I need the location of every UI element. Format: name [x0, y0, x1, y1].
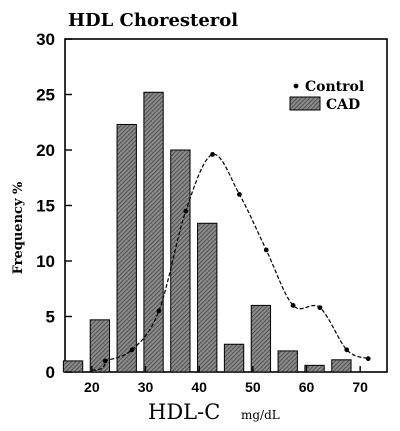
y-tick-label: 25 [36, 86, 55, 105]
x-tick-label: 20 [84, 379, 100, 395]
cad-bar [62, 360, 84, 373]
control-point [263, 247, 269, 253]
control-point [129, 347, 135, 353]
control-point [290, 303, 296, 308]
y-axis-label: Frequency % [11, 181, 26, 274]
y-tick-label: 5 [46, 308, 55, 327]
cad-bars [62, 91, 352, 373]
legend-cad-swatch [289, 96, 321, 111]
legend-control-marker [293, 83, 299, 89]
cad-bar [331, 359, 352, 373]
cad-bar [223, 343, 245, 373]
y-tick-label: 20 [36, 141, 55, 160]
legend-cad-label: CAD [326, 97, 360, 113]
cad-bar [197, 222, 218, 373]
y-tick-label: 15 [36, 197, 55, 216]
control-points [102, 152, 371, 364]
control-point [210, 152, 215, 157]
legend: Control CAD [289, 79, 364, 113]
y-tick-label: 0 [46, 363, 55, 382]
x-tick-label: 30 [138, 379, 154, 395]
x-tick-label: 60 [299, 379, 315, 395]
y-tick-label: 10 [36, 252, 55, 271]
cad-bar [116, 123, 137, 373]
cad-bar [304, 364, 325, 373]
control-point [344, 347, 350, 353]
control-point [365, 356, 371, 362]
chart-title: HDL Choresterol [68, 10, 238, 31]
cad-bar [143, 91, 164, 373]
cad-bar [170, 149, 191, 373]
control-point [237, 192, 242, 197]
x-axis: 20 30 40 50 60 70 [84, 366, 368, 395]
cad-bar [250, 304, 272, 373]
x-axis-label: HDL-C [148, 400, 220, 424]
y-axis: 0 5 10 15 20 25 30 [36, 30, 72, 382]
control-point [183, 208, 189, 214]
x-tick-label: 50 [245, 379, 261, 395]
control-point [317, 305, 323, 311]
cad-bar [89, 319, 111, 373]
control-point [156, 308, 162, 314]
x-axis-unit: mg/dL [241, 408, 280, 422]
cad-bar [277, 350, 298, 373]
x-tick-label: 40 [191, 379, 207, 395]
legend-control-label: Control [305, 79, 364, 95]
x-tick-label: 70 [352, 379, 368, 395]
y-tick-label: 30 [36, 30, 55, 49]
control-point [102, 358, 108, 364]
